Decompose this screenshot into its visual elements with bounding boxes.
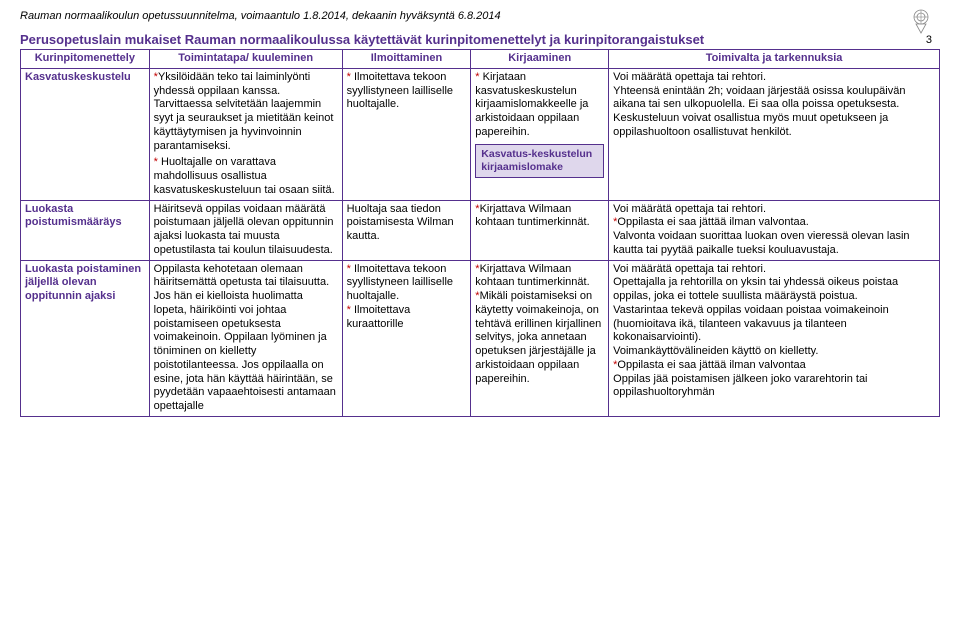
table-row: Kasvatuskeskustelu *Yksilöidään teko tai… [21,68,940,200]
cell: *Kirjattava Wilmaan kohtaan tuntimerkinn… [471,200,609,260]
cell: * Ilmoitettava tekoon syyllistyneen lail… [342,68,471,200]
page-title: Perusopetuslain mukaiset Rauman normaali… [20,32,940,47]
doc-header: Rauman normaalikoulun opetussuunnitelma,… [20,10,940,22]
inline-note: Kasvatus-keskustelun kirjaamislomake [475,144,604,178]
cell: Voi määrätä opettaja tai rehtori. Yhteen… [609,68,940,200]
col-header: Kurinpitomenettely [21,50,150,69]
col-header: Kirjaaminen [471,50,609,69]
col-header: Ilmoittaminen [342,50,471,69]
row-name: Luokasta poistaminen jäljellä olevan opp… [21,260,150,416]
row-name: Kasvatuskeskustelu [21,68,150,200]
cell: *Yksilöidään teko tai laiminlyönti yhdes… [149,68,342,200]
page-number: 3 [926,34,932,46]
table-row: Luokasta poistumismääräys Häiritsevä opp… [21,200,940,260]
cell: Huoltaja saa tiedon poistamisesta Wilman… [342,200,471,260]
col-header: Toimivalta ja tarkennuksia [609,50,940,69]
row-name: Luokasta poistumismääräys [21,200,150,260]
cell: * Kirjataan kasvatuskeskustelun kirjaami… [471,68,609,200]
col-header: Toimintatapa/ kuuleminen [149,50,342,69]
table-row: Luokasta poistaminen jäljellä olevan opp… [21,260,940,416]
cell: Oppilasta kehotetaan olemaan häiritsemät… [149,260,342,416]
cell: * Ilmoitettava tekoon syyllistyneen lail… [342,260,471,416]
school-logo [910,8,932,34]
cell: Voi määrätä opettaja tai rehtori. Opetta… [609,260,940,416]
cell: Voi määrätä opettaja tai rehtori. *Oppil… [609,200,940,260]
cell: *Kirjattava Wilmaan kohtaan tuntimerkinn… [471,260,609,416]
discipline-table: Kurinpitomenettely Toimintatapa/ kuulemi… [20,49,940,417]
cell: Häiritsevä oppilas voidaan määrätä poist… [149,200,342,260]
